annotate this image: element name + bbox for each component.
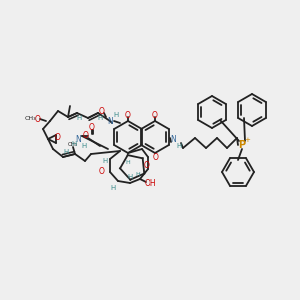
Text: N: N	[75, 136, 81, 145]
Text: O: O	[153, 152, 159, 161]
Text: O: O	[99, 106, 105, 116]
Text: O: O	[55, 133, 61, 142]
Text: O: O	[89, 124, 95, 133]
Text: H: H	[136, 172, 140, 178]
Text: +: +	[244, 137, 250, 143]
Text: N: N	[107, 116, 113, 125]
Text: P: P	[238, 140, 246, 150]
Text: H: H	[102, 158, 108, 164]
Text: CH₃: CH₃	[24, 116, 36, 122]
Text: H: H	[98, 115, 103, 121]
Text: N: N	[170, 136, 176, 145]
Text: H: H	[76, 115, 82, 121]
Text: H: H	[71, 141, 76, 147]
Text: H: H	[81, 143, 87, 149]
Text: H: H	[113, 112, 119, 118]
Text: O: O	[125, 110, 131, 119]
Text: H: H	[176, 143, 181, 149]
Text: O: O	[144, 160, 150, 169]
Text: CH₃: CH₃	[68, 142, 78, 148]
Text: OH: OH	[144, 178, 156, 188]
Text: O: O	[152, 110, 158, 119]
Text: H: H	[63, 149, 69, 155]
Text: H: H	[128, 174, 133, 180]
Text: H: H	[110, 185, 116, 191]
Text: O: O	[35, 115, 41, 124]
Text: H: H	[126, 160, 130, 164]
Text: O: O	[99, 167, 105, 176]
Text: O: O	[83, 131, 89, 140]
